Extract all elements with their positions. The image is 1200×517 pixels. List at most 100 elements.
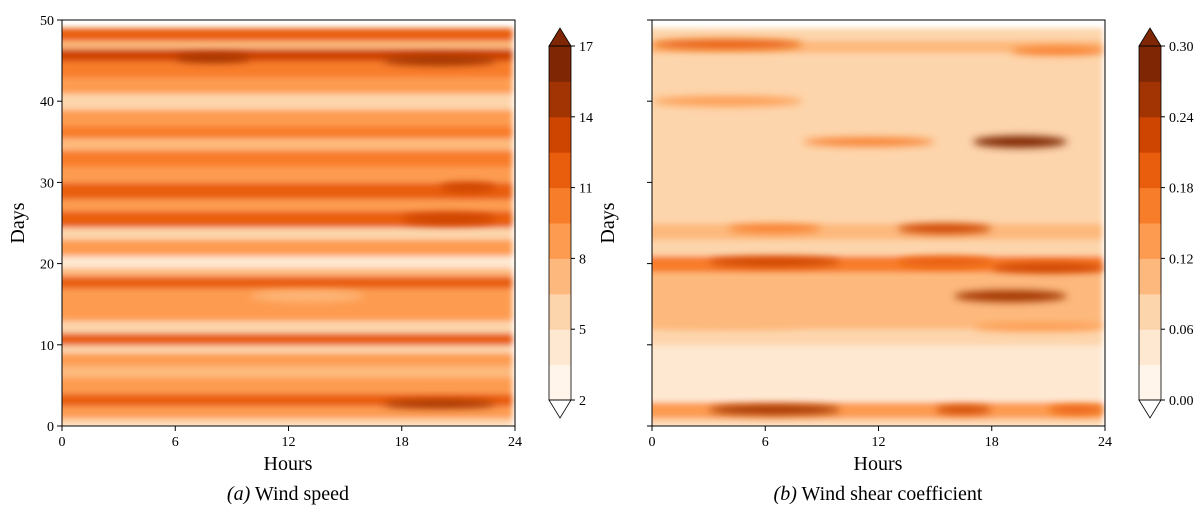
contour-spot-b-3 [954,290,1068,302]
x-tick-label-b-18: 18 [985,435,999,450]
caption-b-letter: (b) [774,483,798,505]
y-tick-label-a-30: 30 [40,176,54,191]
contour-band-a-24 [62,93,513,110]
colorbar-segment-b-4 [1139,223,1161,259]
contour-spots-a [175,53,497,409]
x-tick-label-b-12: 12 [872,435,886,450]
colorbar-segment-b-6 [1139,152,1161,189]
colorbar-segment-a-4 [549,223,571,259]
colorbar-tick-label-a-2: 8 [579,252,586,267]
colorbar-segment-b-8 [1139,81,1161,118]
contour-band-a-15 [62,227,513,240]
colorbar-tick-label-b-0: 0.00 [1169,394,1194,409]
y-tick-label-a-20: 20 [40,258,54,273]
x-axis-label-b: Hours [854,453,903,475]
contour-spot-a-5 [250,291,364,302]
contour-spot-b-15 [652,320,803,329]
contour-spots-b [652,39,1105,415]
contour-band-a-28 [62,40,513,50]
y-axis-label-a: Days [7,202,29,243]
colorbar-tick-label-a-4: 14 [579,111,593,126]
colorbar-tick-label-a-0: 2 [579,394,586,409]
colorbar-tick-label-a-5: 17 [579,40,593,55]
x-ticks-a: 0 6 12 18 24 [59,426,522,450]
contour-band-a-13 [62,255,513,269]
contour-band-b-7 [652,223,1103,240]
colorbar-frame-a [548,45,572,401]
y-tick-label-a-10: 10 [40,339,54,354]
panel-b: 0 6 12 18 24 Hours Days (b) Wind shear coeff… [597,19,1194,505]
caption-a-letter: (a) [227,483,251,505]
heatmap-a [62,20,515,426]
colorbar-segment-a-2 [549,293,571,330]
caption-b-text: Wind shear coefficient [797,483,983,505]
colorbar-tick-label-a-1: 5 [579,323,586,338]
contour-spot-a-0 [175,53,251,63]
colorbar-tick-label-a-3: 11 [579,182,592,197]
colorbar-segment-b-0 [1139,364,1161,401]
y-tick-label-a-0: 0 [47,420,54,435]
colorbar-extend-top-b [1138,27,1162,47]
x-ticks-b: 0 6 12 18 24 [649,426,1112,450]
colorbar-segment-a-5 [549,187,571,224]
colorbar-b: 0.00 0.06 0.12 0.18 0.24 0.30 [1138,27,1194,419]
colorbar-segment-b-3 [1139,258,1161,295]
contour-band-b-3 [652,328,1103,346]
contour-spot-b-1 [935,405,992,415]
contour-spot-a-3 [401,213,497,225]
contour-band-a-20 [62,149,513,167]
contour-spot-b-11 [652,96,803,107]
colorbar-segment-b-2 [1139,293,1161,330]
colorbar-segment-a-8 [549,81,571,118]
contour-band-a-8 [62,320,513,334]
colorbar-segment-b-5 [1139,187,1161,224]
contour-band-b-2 [652,344,1103,403]
colorbar-segment-b-9 [1139,46,1161,82]
y-ticks-a: 0 10 20 30 40 50 [40,14,62,435]
contour-spot-b-7 [897,223,992,234]
contour-spot-b-0 [708,404,841,415]
contour-band-a-21 [62,137,513,151]
contour-band-a-1 [62,405,513,419]
contour-band-a-0 [62,417,513,426]
contour-band-a-11 [62,275,513,289]
x-tick-label-a-0: 0 [59,435,66,450]
caption-b: (b) Wind shear coefficient [774,483,983,505]
contour-spot-a-1 [382,55,497,66]
contour-band-a-7 [62,332,513,346]
panel-a: 0 6 12 18 24 0 10 20 30 40 50 Hours Days (a) Wind… [7,14,593,505]
contour-spot-a-2 [439,182,497,193]
colorbar-segment-b-7 [1139,116,1161,153]
contour-spot-b-5 [897,256,992,268]
y-tick-label-a-40: 40 [40,95,54,110]
x-tick-label-a-6: 6 [172,435,179,450]
colorbar-segment-a-6 [549,152,571,189]
colorbar-tick-label-b-3: 0.18 [1169,182,1194,197]
y-ticks-b [647,19,652,427]
contour-band-a-4 [62,365,513,378]
contour-band-a-17 [62,198,513,212]
contour-band-a-23 [62,109,513,127]
colorbar-segment-a-1 [549,329,571,366]
x-axis-label-a: Hours [264,453,313,475]
heatmap-b [652,20,1105,426]
contour-spot-b-8 [727,224,822,233]
contour-band-b-10 [652,28,1103,41]
caption-a-text: Wind speed [250,483,349,505]
contour-spot-b-2 [1048,405,1105,415]
contour-bands-a [62,28,513,426]
contour-band-a-3 [62,377,513,395]
contour-band-a-19 [62,166,513,183]
colorbar-extend-top-a [548,27,572,47]
contour-band-a-26 [62,60,513,78]
contour-spot-a-4 [382,399,497,409]
colorbar-segment-a-3 [549,258,571,295]
x-tick-label-b-24: 24 [1098,435,1112,450]
colorbar-segment-a-0 [549,364,571,401]
colorbar-a: 2 5 8 11 14 17 [548,27,593,419]
colorbar-tick-label-b-5: 0.30 [1169,40,1194,55]
contour-band-a-14 [62,239,513,257]
contour-band-a-6 [62,344,513,354]
colorbar-tick-label-b-4: 0.24 [1169,111,1194,126]
